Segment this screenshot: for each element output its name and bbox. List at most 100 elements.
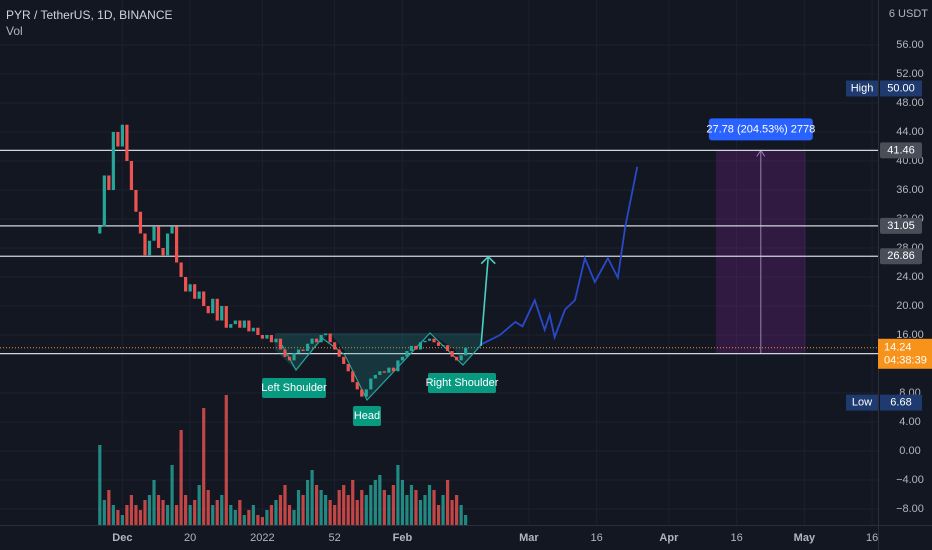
volume-bar bbox=[224, 395, 228, 525]
volume-bar bbox=[129, 495, 134, 525]
level-tag-box bbox=[880, 142, 922, 159]
candle-body bbox=[360, 389, 364, 397]
candle-body bbox=[120, 124, 124, 147]
low-value: 6.68 bbox=[890, 397, 911, 409]
measure-tool: 27.78 (204.53%) 2778 bbox=[706, 118, 815, 354]
candle-body bbox=[197, 291, 201, 299]
volume-bar bbox=[174, 505, 179, 525]
volume-bar bbox=[269, 505, 274, 525]
candle-body bbox=[378, 371, 382, 375]
candle-body bbox=[459, 355, 463, 361]
candle-body bbox=[396, 360, 400, 372]
high-value: 50.00 bbox=[887, 82, 915, 94]
volume-bar bbox=[333, 505, 337, 525]
volume-bar bbox=[432, 490, 436, 525]
low-label-box bbox=[846, 394, 878, 411]
candle-body bbox=[233, 320, 237, 325]
volume-bar bbox=[193, 500, 197, 525]
annotation-box bbox=[353, 406, 381, 426]
volume-bar bbox=[459, 505, 463, 525]
volume-bar bbox=[220, 495, 224, 525]
candle-body bbox=[247, 320, 251, 332]
candle-body bbox=[445, 345, 450, 351]
volume-bar bbox=[179, 430, 183, 525]
volume-bar bbox=[387, 495, 391, 525]
candle-body bbox=[206, 306, 210, 314]
y-tick-label: 0.00 bbox=[899, 445, 920, 457]
candle-body bbox=[364, 389, 368, 397]
candle-body bbox=[296, 349, 301, 354]
candle-body bbox=[319, 335, 323, 343]
y-tick-label: 16.00 bbox=[896, 329, 924, 341]
candle-body bbox=[156, 226, 161, 248]
volume-bar bbox=[211, 505, 215, 525]
candle-body bbox=[369, 378, 373, 390]
x-tick-label: 2022 bbox=[250, 532, 274, 544]
candle-body bbox=[229, 324, 233, 328]
volume-bar bbox=[251, 505, 255, 525]
volume-bar bbox=[364, 495, 368, 525]
levels bbox=[0, 149, 878, 355]
candle-body bbox=[337, 349, 341, 357]
candle-body bbox=[143, 233, 147, 256]
level-tag: 41.46 bbox=[887, 144, 915, 156]
candle-body bbox=[202, 291, 206, 307]
candle-body bbox=[450, 350, 454, 357]
x-tick-label: 16 bbox=[866, 532, 878, 544]
volume-bar bbox=[427, 485, 432, 525]
candle-body bbox=[274, 338, 278, 343]
high-value-box bbox=[880, 80, 922, 97]
candle-body bbox=[315, 338, 319, 343]
candle-body bbox=[111, 131, 115, 190]
arrow-head bbox=[480, 255, 496, 265]
volume-bar bbox=[391, 485, 395, 525]
x-tick-label: 16 bbox=[731, 532, 743, 544]
volume-bar bbox=[116, 510, 120, 525]
candle-body bbox=[382, 371, 386, 373]
candle-body bbox=[147, 240, 152, 256]
volume-bar bbox=[464, 515, 468, 525]
y-tick-label: 48.00 bbox=[896, 97, 924, 109]
candle-body bbox=[278, 338, 283, 350]
pattern-area bbox=[275, 333, 481, 400]
candle-body bbox=[405, 350, 409, 357]
candle-body bbox=[215, 298, 219, 321]
candle-body bbox=[188, 284, 192, 292]
x-tick-label: 20 bbox=[184, 532, 196, 544]
volume-bar bbox=[134, 505, 138, 525]
axes: 56.0052.0048.0044.0040.0036.0032.0028.00… bbox=[112, 39, 932, 544]
high-label-box bbox=[846, 80, 878, 97]
volume-bar bbox=[152, 480, 156, 525]
volume-bar bbox=[184, 495, 188, 525]
volume-bar bbox=[292, 510, 296, 525]
volume-bar bbox=[161, 500, 165, 525]
annotation-box bbox=[428, 373, 496, 393]
candle-body bbox=[238, 320, 242, 328]
volume-bar bbox=[274, 500, 278, 525]
x-tick-label: 16 bbox=[590, 532, 602, 544]
candle-body bbox=[342, 356, 346, 365]
last-price-tag: 14.24 bbox=[884, 342, 912, 354]
volume-label: Vol bbox=[6, 24, 23, 38]
high-label: High bbox=[851, 82, 874, 94]
volume-bar bbox=[170, 465, 174, 525]
candle-body bbox=[391, 367, 395, 372]
volume-bar bbox=[369, 485, 373, 525]
candle-body bbox=[333, 342, 337, 350]
candle-body bbox=[464, 347, 468, 356]
volume-bar bbox=[278, 495, 283, 525]
volume-bar bbox=[165, 505, 170, 525]
x-tick-label: Apr bbox=[659, 532, 679, 544]
volume-bar bbox=[125, 505, 129, 525]
candle-body bbox=[351, 371, 355, 383]
y-tick-label: 20.00 bbox=[896, 300, 924, 312]
volume-bar bbox=[120, 515, 124, 525]
y-tick-label: −8.00 bbox=[896, 503, 924, 515]
volume-bar bbox=[418, 500, 423, 525]
candle-body bbox=[220, 306, 224, 321]
chart-title: PYR / TetherUS, 1D, BINANCE bbox=[6, 8, 173, 22]
volume-bar bbox=[206, 490, 210, 525]
candle-body bbox=[260, 335, 265, 339]
countdown: 04:38:39 bbox=[884, 355, 927, 367]
